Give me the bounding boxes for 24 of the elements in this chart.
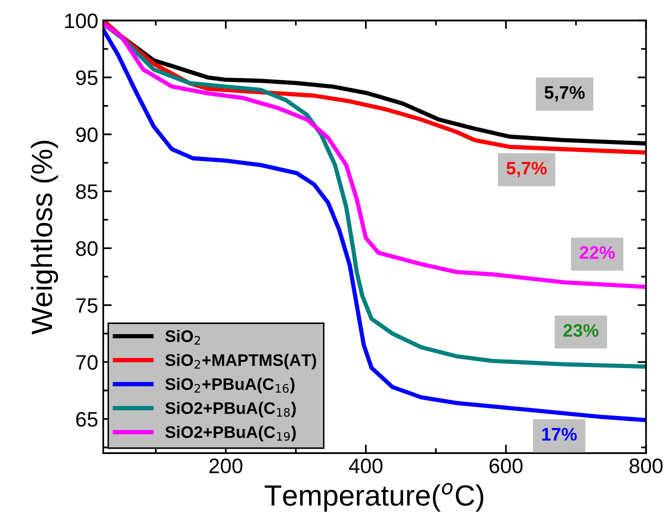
y-tick-label: 95 — [76, 70, 98, 86]
annotation: 23% — [563, 324, 598, 337]
y-tick-label: 80 — [76, 241, 98, 256]
y-tick-label: 100 — [65, 13, 98, 28]
annotation: 5,7% — [506, 162, 547, 178]
legend-label: SiO$_{2}$+MAPTMS(AT) — [165, 354, 316, 370]
legend-label: SiO$_{2}$ — [165, 330, 200, 345]
y-tick-label: 75 — [76, 298, 98, 313]
x-tick-label: 800 — [630, 458, 663, 474]
y-tick-label: 85 — [76, 184, 98, 200]
y-tick-label: 70 — [76, 355, 98, 370]
annotation: 17% — [542, 428, 577, 441]
y-tick-label: 65 — [76, 412, 98, 427]
legend-label: SiO$_{2}$+PBuA(C$_{16}$) — [165, 378, 295, 394]
y-axis-title: Weightloss (%) — [30, 140, 58, 334]
annotation: 5,7% — [544, 86, 585, 102]
x-tick-label: 400 — [348, 458, 382, 474]
y-tick-label: 90 — [76, 127, 98, 142]
x-tick-label: 200 — [209, 458, 242, 474]
x-tick-label: 600 — [490, 458, 523, 474]
annotation: 22% — [580, 246, 615, 259]
x-axis-title: Temperature($^{o}$C) — [264, 482, 484, 512]
legend-label: SiO2+PBuA(C$_{18}$) — [165, 402, 296, 418]
legend-label: SiO2+PBuA(C$_{19}$) — [165, 426, 296, 442]
